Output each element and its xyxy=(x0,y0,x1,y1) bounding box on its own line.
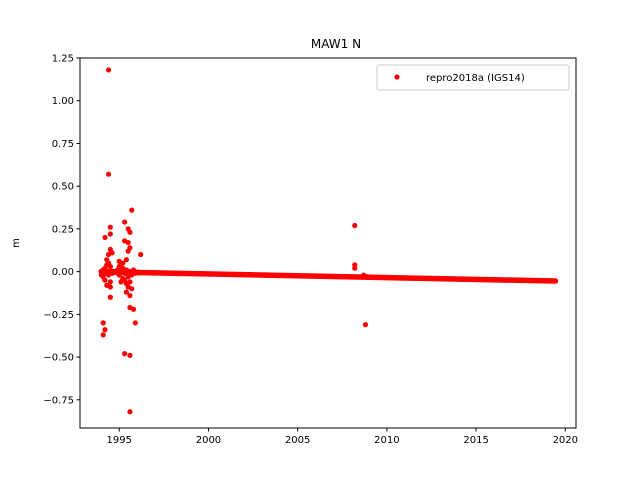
data-point xyxy=(109,270,115,276)
data-point xyxy=(122,351,128,357)
data-point xyxy=(102,277,108,283)
data-point xyxy=(100,332,106,338)
data-point xyxy=(107,279,113,285)
data-point xyxy=(105,171,112,177)
data-point xyxy=(127,304,133,311)
x-tick-label: 2020 xyxy=(553,435,578,446)
legend-box xyxy=(376,64,570,91)
data-point xyxy=(352,222,358,229)
plot-frame xyxy=(79,57,577,429)
data-point xyxy=(125,239,131,246)
legend-label: repro2018a (IGS14) xyxy=(426,73,525,84)
y-tick-label: −0.50 xyxy=(43,353,74,364)
data-point xyxy=(123,257,129,263)
data-point xyxy=(102,269,108,275)
data-point xyxy=(100,320,106,326)
data-point xyxy=(102,327,108,333)
dense-point-band xyxy=(134,269,559,284)
data-point xyxy=(127,409,133,415)
data-point xyxy=(132,320,138,326)
data-point xyxy=(122,219,128,225)
data-point xyxy=(104,262,110,268)
data-points xyxy=(98,67,559,415)
y-tick-label: 0.75 xyxy=(52,139,74,150)
legend: repro2018a (IGS14) xyxy=(376,64,570,91)
data-point xyxy=(364,274,370,280)
data-point xyxy=(123,289,129,295)
data-point xyxy=(104,282,110,288)
y-tick-label: 1.00 xyxy=(52,96,74,107)
y-tick-label: 1.25 xyxy=(52,54,74,65)
data-point xyxy=(362,322,369,328)
data-point xyxy=(352,265,358,271)
data-point xyxy=(132,270,138,276)
y-axis-label: m xyxy=(11,238,22,248)
y-tick-label: 0.00 xyxy=(52,267,74,278)
data-point xyxy=(138,251,144,258)
data-point xyxy=(129,286,135,292)
data-point xyxy=(127,292,133,299)
chart-title: MAW1 N xyxy=(311,37,361,51)
data-point xyxy=(116,258,122,264)
data-point xyxy=(102,234,108,241)
y-tick-label: 0.25 xyxy=(52,224,74,235)
data-point xyxy=(107,231,113,237)
data-point xyxy=(127,245,133,251)
y-tick-label: −0.75 xyxy=(43,395,74,406)
data-point xyxy=(105,251,112,258)
data-point xyxy=(127,352,133,358)
data-point xyxy=(127,229,133,235)
data-point xyxy=(105,67,112,73)
data-point xyxy=(129,207,135,213)
x-tick-label: 2000 xyxy=(196,435,221,446)
legend-marker xyxy=(394,74,400,80)
data-point xyxy=(107,294,113,300)
x-tick-label: 2010 xyxy=(374,435,399,446)
y-tick-label: −0.25 xyxy=(43,310,74,321)
data-point xyxy=(107,224,113,230)
data-point xyxy=(127,279,133,285)
axis-ticks: 1995 2000 2005 2010 2015 2020 −0.75 −0.50 −0.25 0… xyxy=(43,54,578,447)
x-tick-label: 1995 xyxy=(107,435,132,446)
y-tick-label: 0.50 xyxy=(52,182,74,193)
x-tick-label: 2015 xyxy=(463,435,488,446)
data-point xyxy=(118,279,124,285)
x-tick-label: 2005 xyxy=(285,435,310,446)
